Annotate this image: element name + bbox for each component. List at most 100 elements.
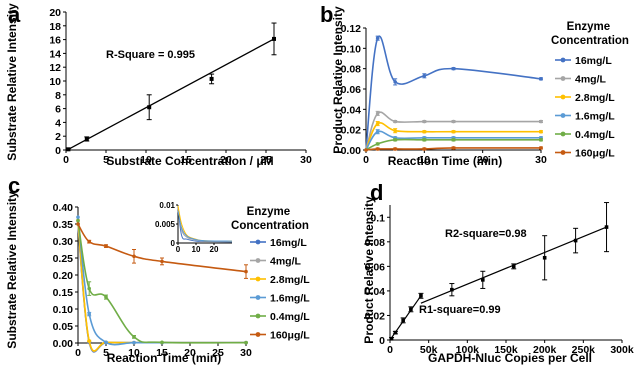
legend-entry: 1.6mg/L	[270, 293, 310, 305]
y-tick-label: 4	[55, 117, 61, 129]
data-point	[539, 119, 543, 124]
x-tick-label: 30	[300, 154, 312, 166]
y-tick-label: 0.01	[159, 201, 175, 210]
x-tick-label: 0	[63, 154, 69, 166]
y-tick-label: 0	[171, 239, 176, 248]
data-point	[84, 136, 89, 141]
x-tick-label: 15	[156, 347, 168, 359]
panel-b-xlabel: Reaction Time (min)	[388, 154, 502, 168]
legend-entry: 0.4mg/L	[270, 311, 310, 323]
data-point	[573, 238, 578, 243]
data-point	[511, 264, 516, 269]
legend-swatch-marker	[560, 94, 566, 100]
data-point	[104, 244, 108, 248]
series-line	[77, 217, 246, 346]
data-point	[451, 129, 456, 134]
y-tick-label: 16	[49, 35, 61, 47]
x-tick-label: 30	[535, 154, 547, 166]
legend-swatch-marker	[255, 258, 261, 263]
data-point	[104, 295, 108, 299]
legend-entry: 16mg/L	[270, 237, 307, 249]
panel-d: d 0 50k 100k 150k 200k 250k 300k00.020.040.060…	[362, 180, 634, 365]
data-point	[132, 254, 136, 259]
y-tick-label: 14	[49, 48, 61, 60]
x-tick-label: 200k	[533, 344, 557, 356]
y-tick-label: 0.02	[365, 310, 386, 322]
legend-swatch-marker	[560, 76, 566, 81]
panel-d-label: d	[370, 180, 383, 205]
data-point	[539, 129, 543, 134]
data-point	[481, 278, 485, 282]
y-tick-label: 0.08	[365, 237, 386, 249]
x-tick-label: 10	[140, 154, 152, 166]
inset-series-line	[177, 210, 233, 242]
y-tick-label: 0.10	[341, 43, 362, 55]
panel-a-xlabel: Substrate Concentration / μM	[106, 154, 273, 168]
data-point	[422, 129, 427, 134]
data-point	[209, 76, 214, 81]
panel-d-annotation-r1: R1-square=0.99	[419, 304, 501, 316]
x-tick-label: 0	[75, 347, 81, 359]
y-tick-label: 18	[49, 21, 61, 33]
data-point	[76, 218, 80, 223]
x-tick-label: 50k	[420, 344, 438, 356]
data-point	[393, 119, 397, 124]
panel-d-plot: 0 50k 100k 150k 200k 250k 300k 0 0.02 0.04 0.06 0.0…	[365, 202, 634, 356]
data-point	[132, 340, 136, 345]
legend-swatch-marker	[255, 276, 261, 282]
y-tick-label: 20	[49, 7, 61, 19]
y-tick-label: 0	[379, 335, 385, 347]
y-tick-label: 2	[55, 131, 61, 143]
panel-c: c 0 5 10 15 20 25 30 0.00 0.05 0.10 0.15 0.20 0.25 0.…	[5, 173, 310, 365]
data-point	[132, 335, 136, 339]
panel-c-xlabel: Reaction Time (min)	[107, 351, 221, 365]
y-tick-label: 0.04	[365, 286, 386, 298]
x-tick-label: 250k	[572, 344, 596, 356]
x-tick-label: 20	[220, 154, 232, 166]
x-tick-label: 25	[212, 347, 224, 359]
data-point	[272, 36, 276, 41]
x-tick-label: 150k	[494, 344, 518, 356]
data-point	[66, 147, 71, 152]
y-tick-label: 0.10	[53, 304, 74, 316]
y-tick-label: 0.00	[53, 338, 74, 350]
panel-d-xlabel: GAPDH-Nluc Copies per Cell	[428, 351, 592, 365]
legend-entry: 2.8mg/L	[575, 92, 615, 104]
data-point	[393, 138, 397, 142]
panel-d-ylabel: Product Relative Intensity	[362, 196, 376, 344]
data-point	[104, 340, 108, 345]
panel-c-ylabel: Substrate Relative Intensity	[5, 191, 19, 349]
series-line	[77, 220, 246, 352]
data-point	[87, 239, 91, 244]
data-point	[451, 146, 456, 150]
series-line	[365, 35, 542, 151]
data-point	[542, 255, 547, 260]
data-point	[422, 138, 427, 142]
legend-entry: 0.4mg/L	[575, 129, 615, 141]
legend-entry: 2.8mg/L	[270, 274, 310, 286]
data-point	[160, 259, 164, 264]
legend-swatch-marker	[560, 57, 566, 63]
legend-entry: 16mg/L	[575, 55, 612, 67]
legend-swatch-marker	[255, 295, 261, 300]
inset-series-line	[177, 207, 233, 242]
data-point	[244, 340, 248, 345]
y-tick-label: 0.04	[341, 104, 362, 116]
panel-b-ylabel: Product Relative Intensity	[331, 6, 345, 154]
data-point	[244, 269, 248, 274]
y-tick-label: 0.005	[155, 220, 176, 229]
x-tick-label: 20	[477, 154, 489, 166]
panel-a-label: a	[8, 2, 21, 27]
panel-c-legend-title: Enzyme Concentration	[231, 206, 309, 232]
legend-swatch-marker	[255, 313, 261, 319]
data-point	[375, 121, 380, 126]
y-tick-label: 0.06	[365, 261, 386, 273]
y-tick-label: 0.35	[53, 219, 74, 231]
x-tick-label: 0	[387, 344, 393, 356]
y-tick-label: 0.30	[53, 236, 74, 248]
data-point	[393, 147, 397, 151]
data-point	[450, 287, 454, 292]
data-point	[389, 336, 394, 341]
y-tick-label: 0.05	[53, 321, 74, 333]
